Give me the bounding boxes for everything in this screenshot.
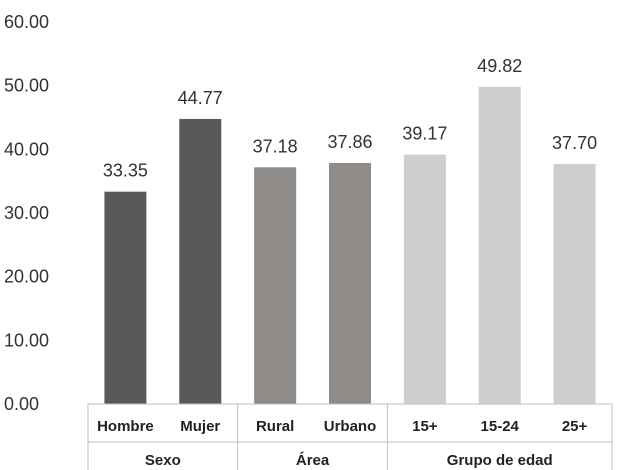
y-tick-label: 20.00 <box>4 267 49 287</box>
bar <box>403 154 446 404</box>
data-label: 39.17 <box>402 124 447 144</box>
y-axis: 0.00 10.00 20.00 30.00 40.00 50.00 60.00 <box>4 12 49 414</box>
bars <box>104 86 596 405</box>
group-label: Área <box>296 452 330 469</box>
y-tick-label: 40.00 <box>4 139 49 159</box>
group-label: Sexo <box>145 452 181 469</box>
y-tick-label: 50.00 <box>4 76 49 96</box>
group-label: Grupo de edad <box>447 452 553 469</box>
bar <box>478 86 521 404</box>
data-label: 44.77 <box>178 88 223 108</box>
x-tick-label: 15-24 <box>481 418 520 435</box>
y-tick-label: 10.00 <box>4 330 49 350</box>
data-label: 37.18 <box>253 136 298 156</box>
bar <box>329 162 371 404</box>
bar <box>254 167 297 404</box>
x-tick-label: Hombre <box>97 418 154 435</box>
x-tick-label: Mujer <box>180 418 220 435</box>
y-tick-label: 0.00 <box>4 394 39 414</box>
x-tick-label: 25+ <box>562 418 588 435</box>
bar <box>104 191 147 404</box>
data-label: 49.82 <box>477 56 522 76</box>
y-tick-label: 30.00 <box>4 203 49 223</box>
data-label: 37.86 <box>327 132 372 152</box>
x-tick-label: 15+ <box>412 418 438 435</box>
x-tick-label: Rural <box>256 418 294 435</box>
x-axis: Hombre Mujer Rural Urbano 15+ 15-24 25+ Sexo Áre… <box>87 403 613 470</box>
y-tick-label: 60.00 <box>4 12 49 32</box>
bar <box>179 118 222 405</box>
data-labels: 33.35 44.77 37.18 37.86 39.17 49.82 37.70 <box>103 56 597 181</box>
bar <box>553 163 596 404</box>
data-label: 33.35 <box>103 161 148 181</box>
data-label: 37.70 <box>552 133 597 153</box>
x-tick-label: Urbano <box>324 418 377 435</box>
